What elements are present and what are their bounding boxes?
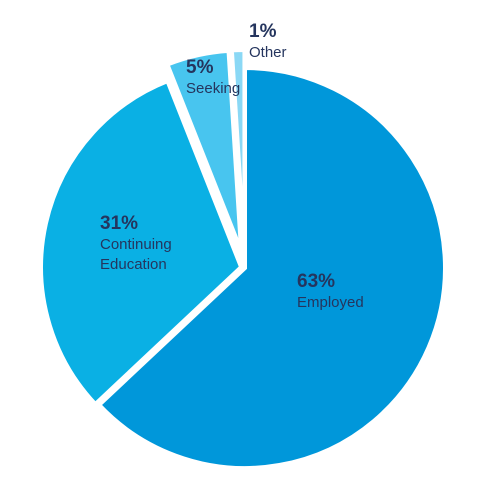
slice-percent-label: 63% (297, 271, 335, 292)
pie-slice-other (229, 48, 247, 251)
slice-category-label: Employed (297, 294, 364, 311)
slice-category-label: Seeking (186, 80, 240, 97)
slices-layer (39, 48, 447, 470)
slice-percent-label: 5% (186, 57, 214, 78)
pie-slice-continuing (39, 78, 244, 407)
slice-category-label: Education (100, 256, 167, 273)
labels-layer: 63% Employed 31% Continuing Education 5% Seeki… (100, 21, 364, 311)
slice-percent-label: 1% (249, 21, 277, 42)
slice-percent-label: 31% (100, 213, 138, 234)
pie-slice-employed (96, 65, 447, 470)
pie-slice-seeking (164, 48, 244, 252)
slice-category-label: Other (249, 44, 287, 61)
slice-category-label: Continuing (100, 236, 172, 253)
